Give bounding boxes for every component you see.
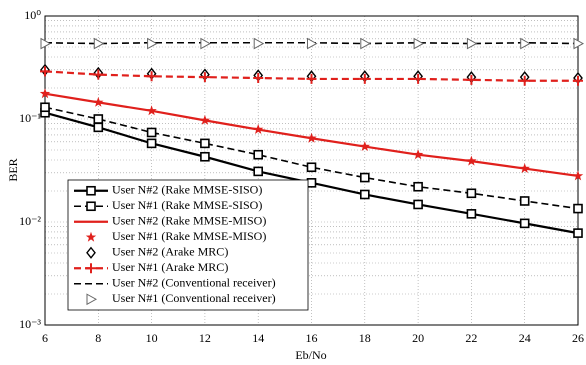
marker <box>573 203 583 214</box>
x-tick-label: 24 <box>519 331 531 345</box>
legend-label: User N#1 (Arake MRC) <box>112 260 228 274</box>
marker <box>40 66 50 77</box>
x-axis-label: Eb/No <box>295 348 326 362</box>
marker <box>86 293 98 306</box>
marker <box>199 72 210 83</box>
marker <box>413 73 424 84</box>
marker <box>519 196 530 206</box>
marker <box>413 181 423 192</box>
marker <box>200 37 211 50</box>
marker <box>306 178 317 188</box>
marker <box>573 228 583 238</box>
marker <box>253 37 265 50</box>
marker <box>572 170 584 181</box>
marker <box>466 155 477 166</box>
x-tick-label: 16 <box>306 331 318 345</box>
legend-label: User N#2 (Arake MRC) <box>112 245 228 259</box>
marker <box>40 102 50 113</box>
x-tick-label: 10 <box>146 331 158 345</box>
x-tick-label: 18 <box>359 331 371 345</box>
x-tick-label: 6 <box>42 331 48 345</box>
y-axis-label: BER <box>6 158 20 181</box>
marker <box>146 105 157 116</box>
legend-label: User N#1 (Rake MMSE-MISO) <box>112 229 266 243</box>
y-tick-label: 10⁻² <box>19 214 41 228</box>
legend-label: User N#2 (Rake MMSE-MISO) <box>112 214 266 228</box>
x-tick-label: 12 <box>199 331 211 345</box>
marker <box>466 209 477 219</box>
marker <box>520 37 531 50</box>
marker <box>253 73 264 84</box>
series-line <box>44 106 579 210</box>
marker <box>359 141 370 151</box>
x-tick-label: 22 <box>465 331 477 345</box>
marker <box>253 149 263 160</box>
y-tick-label: 10⁰ <box>24 8 41 22</box>
marker <box>519 163 530 173</box>
marker <box>86 246 96 259</box>
marker <box>307 37 318 50</box>
marker <box>199 114 211 125</box>
marker <box>93 69 104 80</box>
marker <box>306 73 317 84</box>
marker <box>86 201 96 212</box>
legend-box <box>67 179 309 311</box>
marker <box>466 188 477 199</box>
marker <box>40 37 52 50</box>
marker <box>39 88 51 99</box>
marker <box>200 151 210 162</box>
marker <box>413 37 425 50</box>
y-tick-label: 10⁻¹ <box>19 111 41 125</box>
x-tick-label: 26 <box>572 331 584 345</box>
marker <box>253 166 263 177</box>
marker <box>306 132 317 143</box>
y-tick-label: 10⁻³ <box>19 317 41 331</box>
marker <box>146 138 157 149</box>
marker <box>360 37 371 50</box>
x-tick-label: 14 <box>252 331 264 345</box>
marker <box>519 218 530 229</box>
marker <box>86 185 96 196</box>
x-tick-label: 20 <box>412 331 424 345</box>
marker <box>146 127 157 138</box>
marker <box>253 124 264 134</box>
marker <box>359 189 370 200</box>
legend-label: User N#1 (Conventional receiver) <box>112 291 276 305</box>
marker <box>466 74 477 85</box>
marker <box>359 73 370 84</box>
marker <box>93 37 105 50</box>
marker <box>412 149 424 160</box>
marker <box>86 263 96 274</box>
marker <box>146 71 157 82</box>
marker <box>573 37 585 50</box>
marker <box>93 122 104 133</box>
legend-label: User N#2 (Rake MMSE-SISO) <box>112 183 262 197</box>
marker <box>519 75 530 86</box>
marker <box>200 138 210 149</box>
marker <box>359 172 370 183</box>
marker <box>93 114 104 124</box>
legend-label: User N#1 (Rake MMSE-SISO) <box>112 198 262 212</box>
x-tick-label: 8 <box>95 331 101 345</box>
marker <box>147 37 158 50</box>
marker <box>466 37 478 50</box>
marker <box>573 75 583 86</box>
marker <box>413 199 423 210</box>
legend-label: User N#2 (Conventional receiver) <box>112 276 276 290</box>
marker <box>306 162 317 173</box>
marker <box>85 231 97 242</box>
legend: User N#2 (Rake MMSE-SISO)User N#1 (Rake … <box>67 179 309 311</box>
marker <box>93 96 104 107</box>
